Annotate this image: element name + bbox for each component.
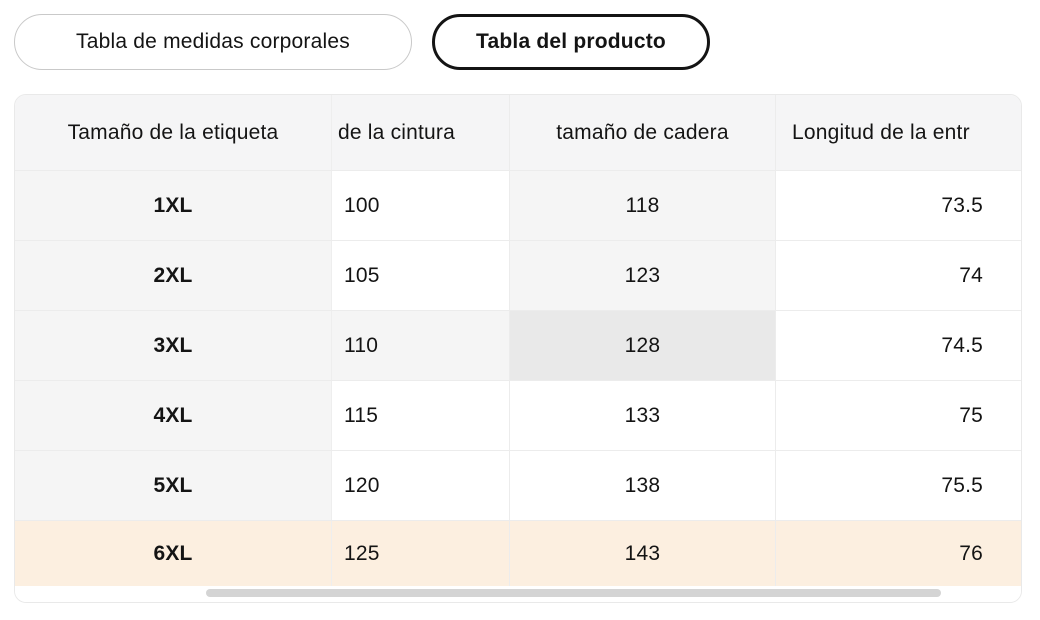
column-header-label-size-text: Tamaño de la etiqueta xyxy=(67,120,279,144)
table-row: 5XL 120 138 75.5 xyxy=(15,451,1021,521)
cell-hip-value: 123 xyxy=(509,241,775,310)
cell-hip-value: 138 xyxy=(509,451,775,520)
row-size-label: 3XL xyxy=(15,311,332,380)
cell-waist-value: 100 xyxy=(344,193,380,217)
tab-body-measures-label: Tabla de medidas corporales xyxy=(76,30,350,53)
cell-waist-value: 125 xyxy=(332,521,509,586)
cell-inseam-value: 75.5 xyxy=(775,451,1021,520)
column-header-inseam-text: Longitud de la entr xyxy=(792,120,970,144)
cell-waist-value: 120 xyxy=(344,473,380,497)
cell-hip-value: 133 xyxy=(509,381,775,450)
cell-hip-value: 118 xyxy=(509,171,775,240)
cell-inseam-value: 76 xyxy=(775,521,1021,586)
column-header-hip: tamaño de cadera xyxy=(509,95,775,170)
column-header-waist: de la cintura xyxy=(332,95,509,170)
cell-waist-value: 115 xyxy=(344,403,379,427)
table-header-row: Tamaño de la etiqueta de la cintura tama… xyxy=(15,95,1021,171)
column-header-hip-text: tamaño de cadera xyxy=(556,120,729,144)
tab-body-measures[interactable]: Tabla de medidas corporales xyxy=(14,14,412,70)
cell-hip-value: 128 xyxy=(509,311,775,380)
row-size-label: 2XL xyxy=(15,241,332,310)
column-header-waist-text: de la cintura xyxy=(338,120,456,144)
cell-inseam-value: 75 xyxy=(775,381,1021,450)
row-size-label: 1XL xyxy=(15,171,332,240)
row-size-label: 4XL xyxy=(15,381,332,450)
table-row: 3XL 110 128 74.5 xyxy=(15,311,1021,381)
cell-inseam-value: 73.5 xyxy=(775,171,1021,240)
row-size-label: 5XL xyxy=(15,451,332,520)
table-rows: 1XL 100 118 73.5 2XL 105 123 74 3XL 110 … xyxy=(15,171,1021,586)
table-row: 1XL 100 118 73.5 xyxy=(15,171,1021,241)
table-row: 2XL 105 123 74 xyxy=(15,241,1021,311)
cell-waist-value: 105 xyxy=(344,263,380,287)
cell-inseam-value: 74 xyxy=(775,241,1021,310)
cell-inseam-value: 74.5 xyxy=(775,311,1021,380)
column-header-inseam: Longitud de la entr xyxy=(775,95,1021,170)
tab-product-table-label: Tabla del producto xyxy=(476,30,666,53)
row-size-label: 6XL xyxy=(15,521,332,586)
horizontal-scrollbar xyxy=(15,586,1021,602)
table-row: 6XL 125 143 76 xyxy=(15,521,1021,586)
size-chart-table[interactable]: Tamaño de la etiqueta de la cintura tama… xyxy=(14,94,1022,603)
tab-product-table[interactable]: Tabla del producto xyxy=(432,14,710,70)
cell-waist-value: 110 xyxy=(332,311,509,380)
table-row: 4XL 115 133 75 xyxy=(15,381,1021,451)
column-header-label-size: Tamaño de la etiqueta xyxy=(15,95,332,170)
size-chart-tabs: Tabla de medidas corporales Tabla del pr… xyxy=(0,0,1040,70)
horizontal-scrollbar-thumb[interactable] xyxy=(206,589,941,597)
cell-hip-value: 143 xyxy=(509,521,775,586)
